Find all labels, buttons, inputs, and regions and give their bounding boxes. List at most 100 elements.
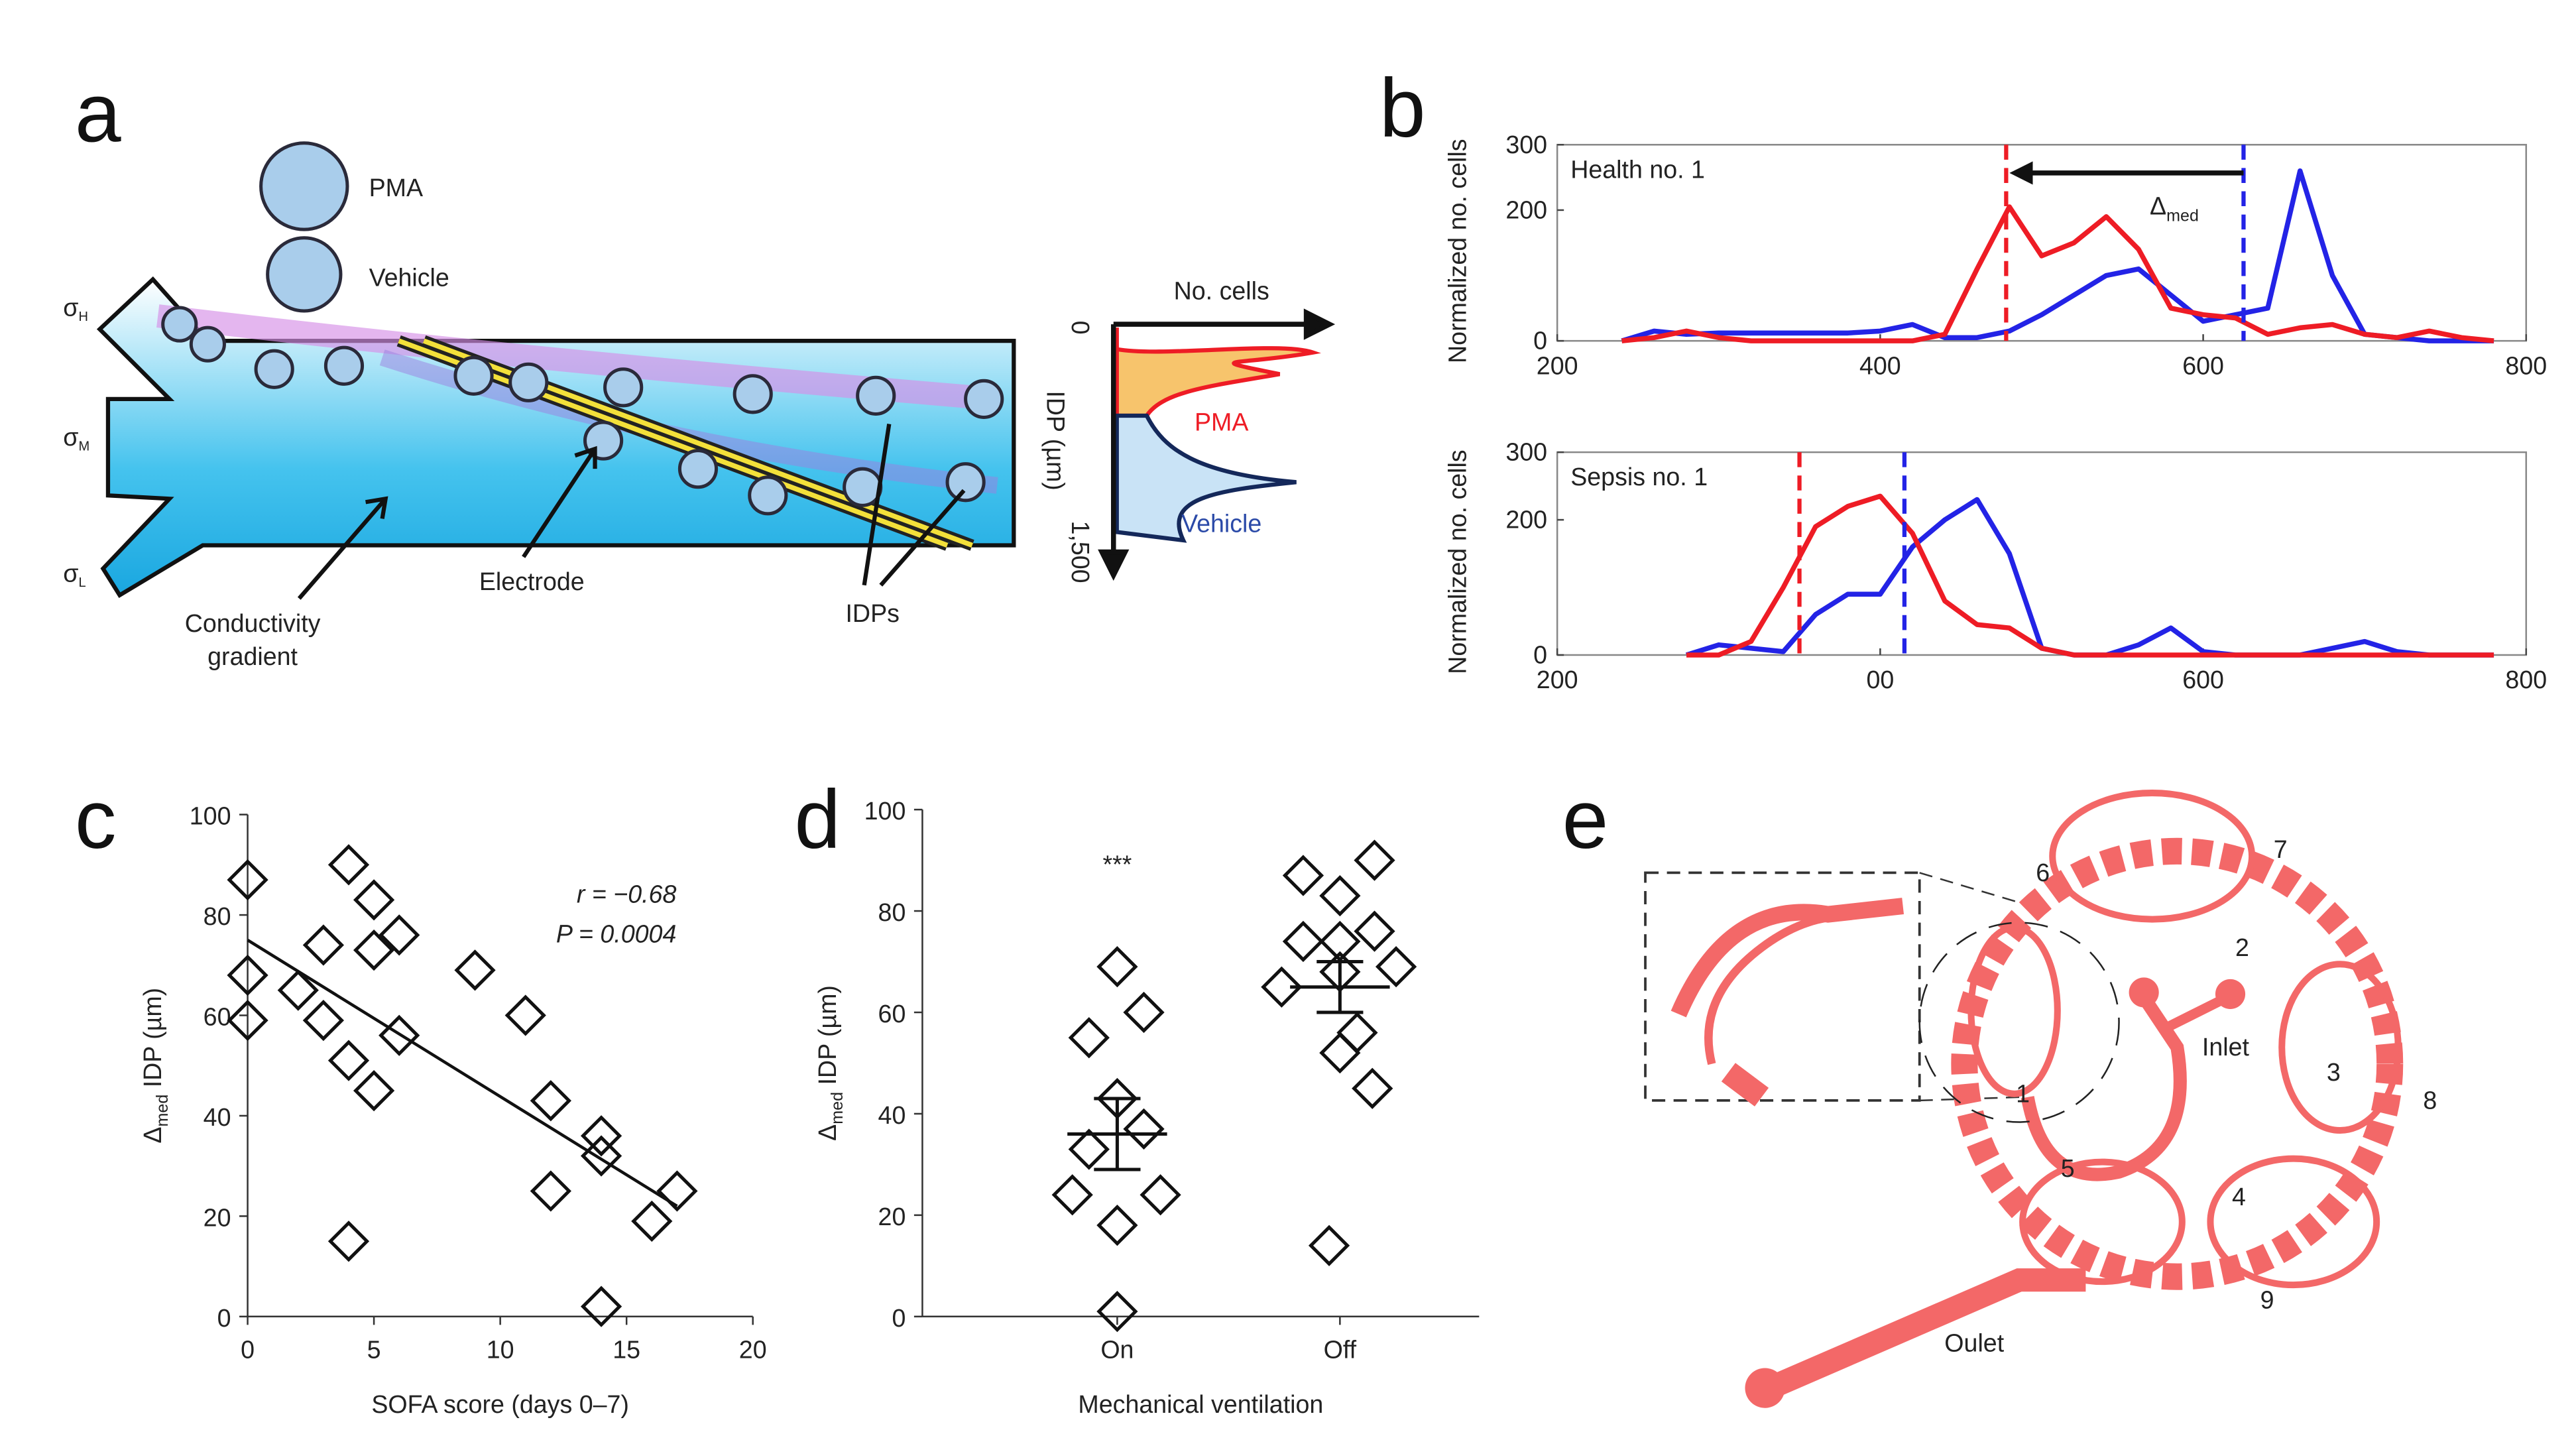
hist-tick: 0 xyxy=(1067,321,1094,335)
point xyxy=(1140,1174,1181,1216)
point xyxy=(1068,1017,1110,1059)
node-label: 2 xyxy=(2235,933,2249,961)
point xyxy=(327,844,370,886)
diagram-label: IDPs xyxy=(845,599,899,627)
point xyxy=(1308,1225,1350,1266)
y-tick-label: 100 xyxy=(864,797,906,825)
y-tick-label: 300 xyxy=(1505,131,1547,158)
point xyxy=(302,924,345,966)
y-tick-label: 200 xyxy=(1505,196,1547,223)
label-part: Δ xyxy=(813,1124,841,1141)
x-tick-label: 0 xyxy=(241,1335,255,1363)
point xyxy=(530,1170,571,1212)
node-label: 5 xyxy=(2061,1154,2075,1182)
hist-tick: 1,500 xyxy=(1067,520,1094,583)
point xyxy=(1336,1012,1378,1053)
point xyxy=(353,1069,395,1112)
annotation: P = 0.0004 xyxy=(556,920,677,948)
x-tick-label: 200 xyxy=(1537,351,1578,379)
arrows xyxy=(297,424,966,600)
node-label: 7 xyxy=(2274,835,2288,863)
x-tick-label: 10 xyxy=(487,1335,514,1363)
point xyxy=(353,879,395,921)
point xyxy=(1282,855,1324,896)
fit-line xyxy=(247,939,678,1208)
point xyxy=(1096,1291,1138,1333)
sigma: σ xyxy=(63,294,78,322)
y-tick-label: 300 xyxy=(1505,438,1547,466)
label-part: med xyxy=(2166,207,2199,225)
panel-letter: a xyxy=(75,66,121,159)
y-tick-label: 0 xyxy=(892,1304,906,1332)
point xyxy=(454,949,496,991)
label-part: Δ xyxy=(2150,192,2166,220)
point xyxy=(379,1014,420,1056)
point xyxy=(227,859,268,901)
x-tick-label: 200 xyxy=(1537,666,1578,693)
point xyxy=(327,1221,370,1262)
sigma-sub: L xyxy=(78,575,86,590)
point xyxy=(1354,910,1395,952)
x-tick-label: On xyxy=(1100,1335,1134,1363)
label-part: IDP (µm) xyxy=(813,985,841,1092)
annotation: *** xyxy=(1102,850,1132,878)
point xyxy=(1354,839,1395,881)
hist-axis-label: No. cells xyxy=(1174,276,1269,304)
series-line xyxy=(1685,497,2494,658)
x-tick-label: 800 xyxy=(2505,351,2547,379)
y-axis-label: Normalized no. cells xyxy=(1443,449,1471,674)
point xyxy=(1319,875,1361,917)
x-tick-label: 00 xyxy=(1866,666,1894,693)
panel-a: PMA Vehicle σH σM σL Conductivity gradie… xyxy=(63,141,1336,670)
device xyxy=(1670,790,2404,1399)
point xyxy=(530,1080,571,1122)
y-tick-label: 0 xyxy=(1533,327,1547,355)
error-bar xyxy=(1094,1097,1141,1171)
inlet-label: Inlet xyxy=(2202,1033,2250,1061)
y-tick-label: 60 xyxy=(204,1003,231,1031)
error-bar xyxy=(1317,960,1364,1014)
x-tick-label: 5 xyxy=(367,1335,381,1363)
point xyxy=(1282,920,1324,963)
sigma-label: σL xyxy=(63,560,86,591)
node-label: 1 xyxy=(2016,1079,2030,1107)
zoom-circle xyxy=(1918,922,2120,1123)
delta-label: Δmed xyxy=(2150,192,2199,225)
node-label: 9 xyxy=(2260,1286,2274,1313)
node-label: 8 xyxy=(2423,1086,2437,1114)
point xyxy=(1261,966,1303,1008)
point xyxy=(1352,1067,1393,1109)
y-tick-label: 0 xyxy=(217,1304,231,1332)
y-tick-label: 60 xyxy=(878,1000,906,1028)
sigma-sub: H xyxy=(78,310,88,324)
legend-label: PMA xyxy=(369,174,423,202)
y-tick-label: 200 xyxy=(1505,506,1547,534)
y-tick-label: 80 xyxy=(878,898,906,926)
inlet-port xyxy=(2215,979,2246,1009)
point xyxy=(1319,1032,1361,1074)
point xyxy=(302,999,345,1042)
sigma-label: σH xyxy=(63,294,88,325)
sigma-label: σM xyxy=(63,423,89,454)
point xyxy=(580,1135,622,1177)
x-tick-label: Off xyxy=(1324,1335,1357,1363)
y-tick-label: 20 xyxy=(878,1203,906,1230)
label-part: IDP (µm) xyxy=(139,988,166,1095)
label-part: Δ xyxy=(139,1127,166,1144)
outlet-label: Oulet xyxy=(1944,1329,2004,1356)
plot-frame xyxy=(1556,451,2528,656)
point xyxy=(227,954,268,996)
diagram-label: Electrode xyxy=(479,568,585,595)
y-tick-label: 40 xyxy=(204,1103,231,1131)
point xyxy=(1096,1205,1138,1246)
x-axis-label: SOFA score (days 0–7) xyxy=(371,1390,629,1418)
vehicle-histogram xyxy=(1114,413,1297,543)
series-line xyxy=(1621,168,2494,343)
point xyxy=(277,969,319,1011)
y-tick-label: 0 xyxy=(1533,641,1547,669)
pma-histogram xyxy=(1114,328,1321,418)
point xyxy=(1123,991,1165,1034)
panel-letter: e xyxy=(1562,773,1609,866)
